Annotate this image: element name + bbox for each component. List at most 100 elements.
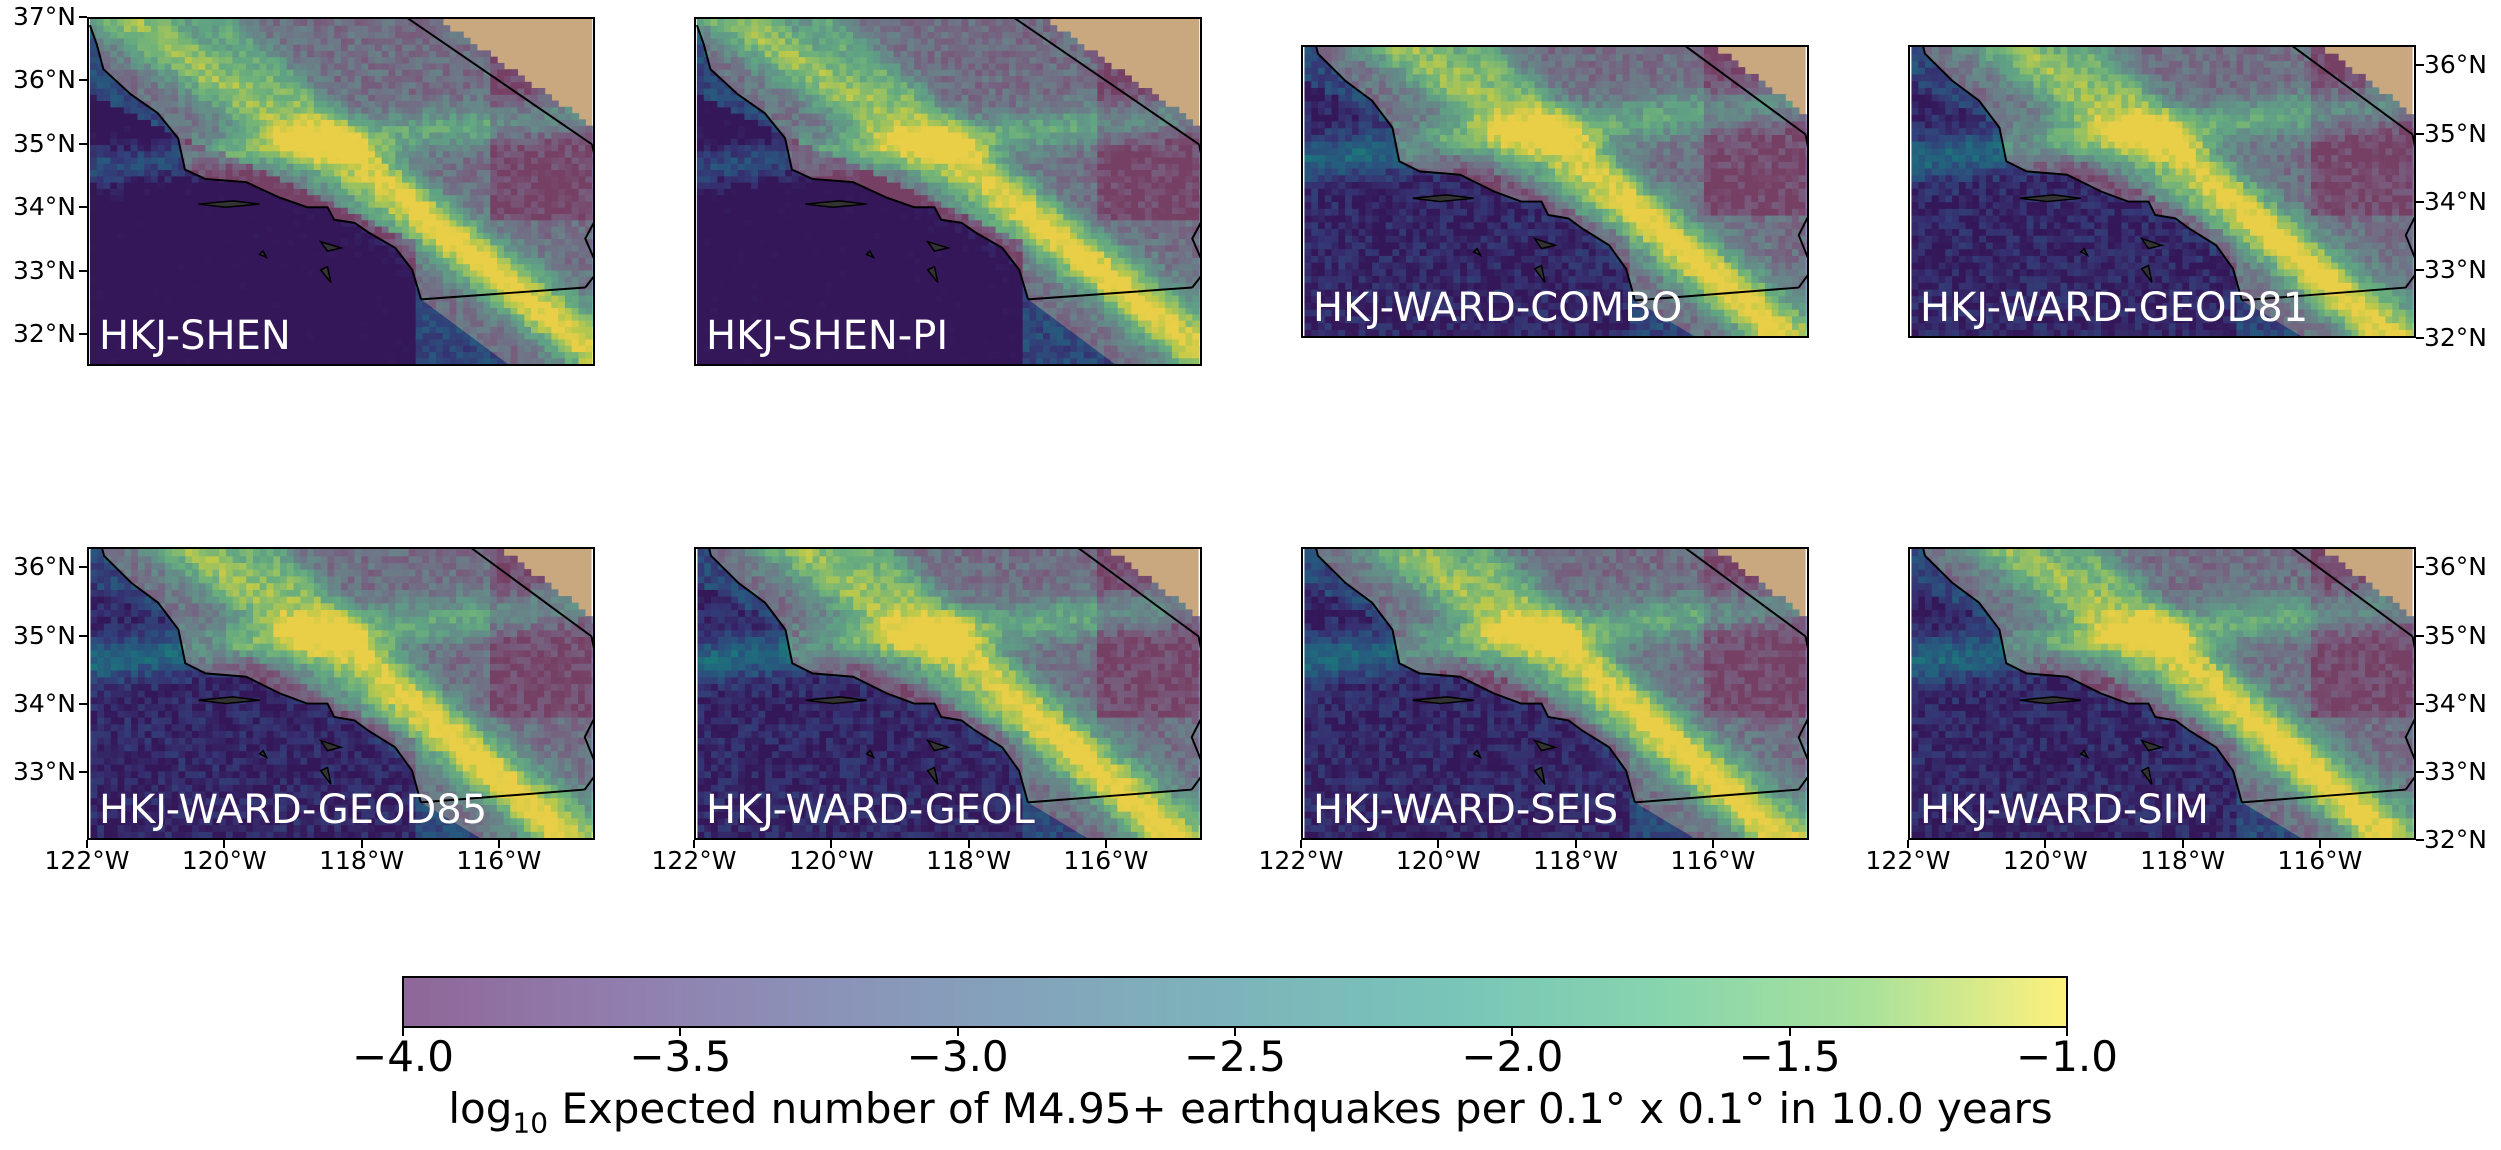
axis-tick-mark (2416, 268, 2424, 271)
island (198, 696, 260, 705)
axis-tick-mark (497, 840, 500, 848)
border-mexico (2241, 286, 2406, 302)
island (865, 749, 876, 759)
colorbar (402, 976, 2068, 1028)
axis-tick-label: 33°N (2424, 759, 2487, 784)
axis-tick-mark (360, 840, 363, 848)
forecast-grid (696, 19, 1200, 364)
island (926, 265, 939, 283)
island (865, 249, 876, 259)
axis-tick-label: 118°W (2135, 848, 2231, 873)
border-nevada (1685, 549, 1807, 638)
axis-tick-mark (2416, 634, 2424, 637)
panel-label: HKJ-SHEN (99, 316, 291, 356)
island (198, 200, 260, 208)
axis-tick-mark (2416, 702, 2424, 705)
axis-tick-mark (2416, 770, 2424, 773)
axis-tick-mark (2416, 64, 2424, 67)
axis-tick-label: 37°N (0, 4, 76, 29)
coastline (1922, 549, 2243, 803)
axis-tick-mark (79, 634, 87, 637)
colorbar-tick-label: −3.0 (907, 1036, 1009, 1078)
axis-tick-mark (2181, 840, 2184, 848)
island (2140, 264, 2153, 283)
colorbar-tick-mark (2066, 1026, 2068, 1036)
forecast-grid (1304, 47, 1807, 336)
axis-tick-mark (2416, 200, 2424, 203)
axis-tick-mark (1104, 840, 1107, 848)
axis-tick-mark (86, 840, 88, 848)
coastline (1315, 47, 1636, 301)
axis-tick-label: 120°W (176, 848, 272, 873)
axis-tick-label: 36°N (2424, 52, 2487, 77)
island (1533, 766, 1546, 785)
axis-tick-label: 33°N (0, 759, 76, 784)
island (925, 240, 951, 252)
border-nevada (407, 19, 593, 146)
axis-tick-mark (1907, 840, 1909, 848)
axis-tick-label: 35°N (0, 623, 76, 648)
colorbar-label-text: Expected number of M4.95+ earthquakes pe… (548, 1084, 2052, 1133)
map-canvas (1304, 47, 1807, 336)
axis-tick-label: 34°N (2424, 691, 2487, 716)
border-nevada (1014, 19, 1200, 146)
forecast-grid (90, 549, 593, 838)
border-mexico (1028, 286, 1193, 301)
axis-tick-label: 36°N (2424, 554, 2487, 579)
axis-tick-mark (2416, 839, 2424, 841)
axis-tick-label: 122°W (1860, 848, 1956, 873)
island (805, 200, 867, 208)
axis-tick-mark (79, 770, 87, 773)
axis-tick-mark (2044, 840, 2047, 848)
axis-tick-label: 34°N (0, 691, 76, 716)
island (926, 766, 939, 785)
colorbar-label: log10 Expected number of M4.95+ earthqua… (0, 1088, 2501, 1137)
axis-tick-label: 120°W (1997, 848, 2093, 873)
axis-tick-mark (967, 840, 970, 848)
map-panel-hkj-ward-geod85: HKJ-WARD-GEOD85 (87, 547, 595, 840)
axis-tick-label: 122°W (1253, 848, 1349, 873)
axis-tick-mark (2318, 840, 2321, 848)
axis-tick-label: 32°N (2424, 827, 2487, 852)
axis-tick-mark (79, 79, 87, 82)
axis-tick-mark (79, 206, 87, 209)
island (318, 739, 344, 752)
axis-tick-mark (1574, 840, 1577, 848)
forecast-grid (1304, 549, 1807, 838)
axis-tick-mark (2416, 566, 2424, 569)
island (1412, 696, 1474, 705)
axis-tick-label: 36°N (0, 554, 76, 579)
coastline (708, 549, 1029, 803)
colorbar-tick-label: −1.0 (2016, 1036, 2118, 1078)
axis-tick-mark (1711, 840, 1714, 848)
island (2079, 247, 2090, 257)
island (1472, 749, 1483, 759)
island (2019, 194, 2081, 203)
axis-tick-label: 32°N (0, 321, 76, 346)
panel-label: HKJ-WARD-SIM (1920, 790, 2209, 830)
colorbar-tick-mark (1511, 1026, 1514, 1036)
axis-tick-label: 122°W (646, 848, 742, 873)
forecast-grid (1911, 549, 2414, 838)
island (2140, 766, 2153, 785)
axis-tick-label: 116°W (2272, 848, 2368, 873)
forecast-grid (697, 549, 1200, 838)
axis-tick-label: 33°N (2424, 257, 2487, 282)
axis-tick-label: 32°N (2424, 325, 2487, 350)
island (2139, 237, 2165, 250)
axis-tick-label: 122°W (39, 848, 135, 873)
axis-tick-label: 34°N (0, 194, 76, 219)
panel-label: HKJ-WARD-GEOD81 (1920, 288, 2308, 328)
border-mexico (1027, 788, 1192, 804)
border-mexico (421, 286, 586, 301)
axis-tick-mark (2416, 132, 2424, 135)
axis-tick-label: 120°W (1390, 848, 1486, 873)
map-panel-hkj-ward-sim: HKJ-WARD-SIM (1908, 547, 2416, 840)
forecast-grid (89, 19, 593, 364)
border-nevada (2292, 549, 2414, 638)
map-panel-hkj-shen-pi: HKJ-SHEN-PI (694, 17, 1202, 366)
island (805, 696, 867, 705)
axis-tick-label: 116°W (1058, 848, 1154, 873)
axis-tick-mark (79, 142, 87, 145)
axis-tick-label: 116°W (451, 848, 547, 873)
